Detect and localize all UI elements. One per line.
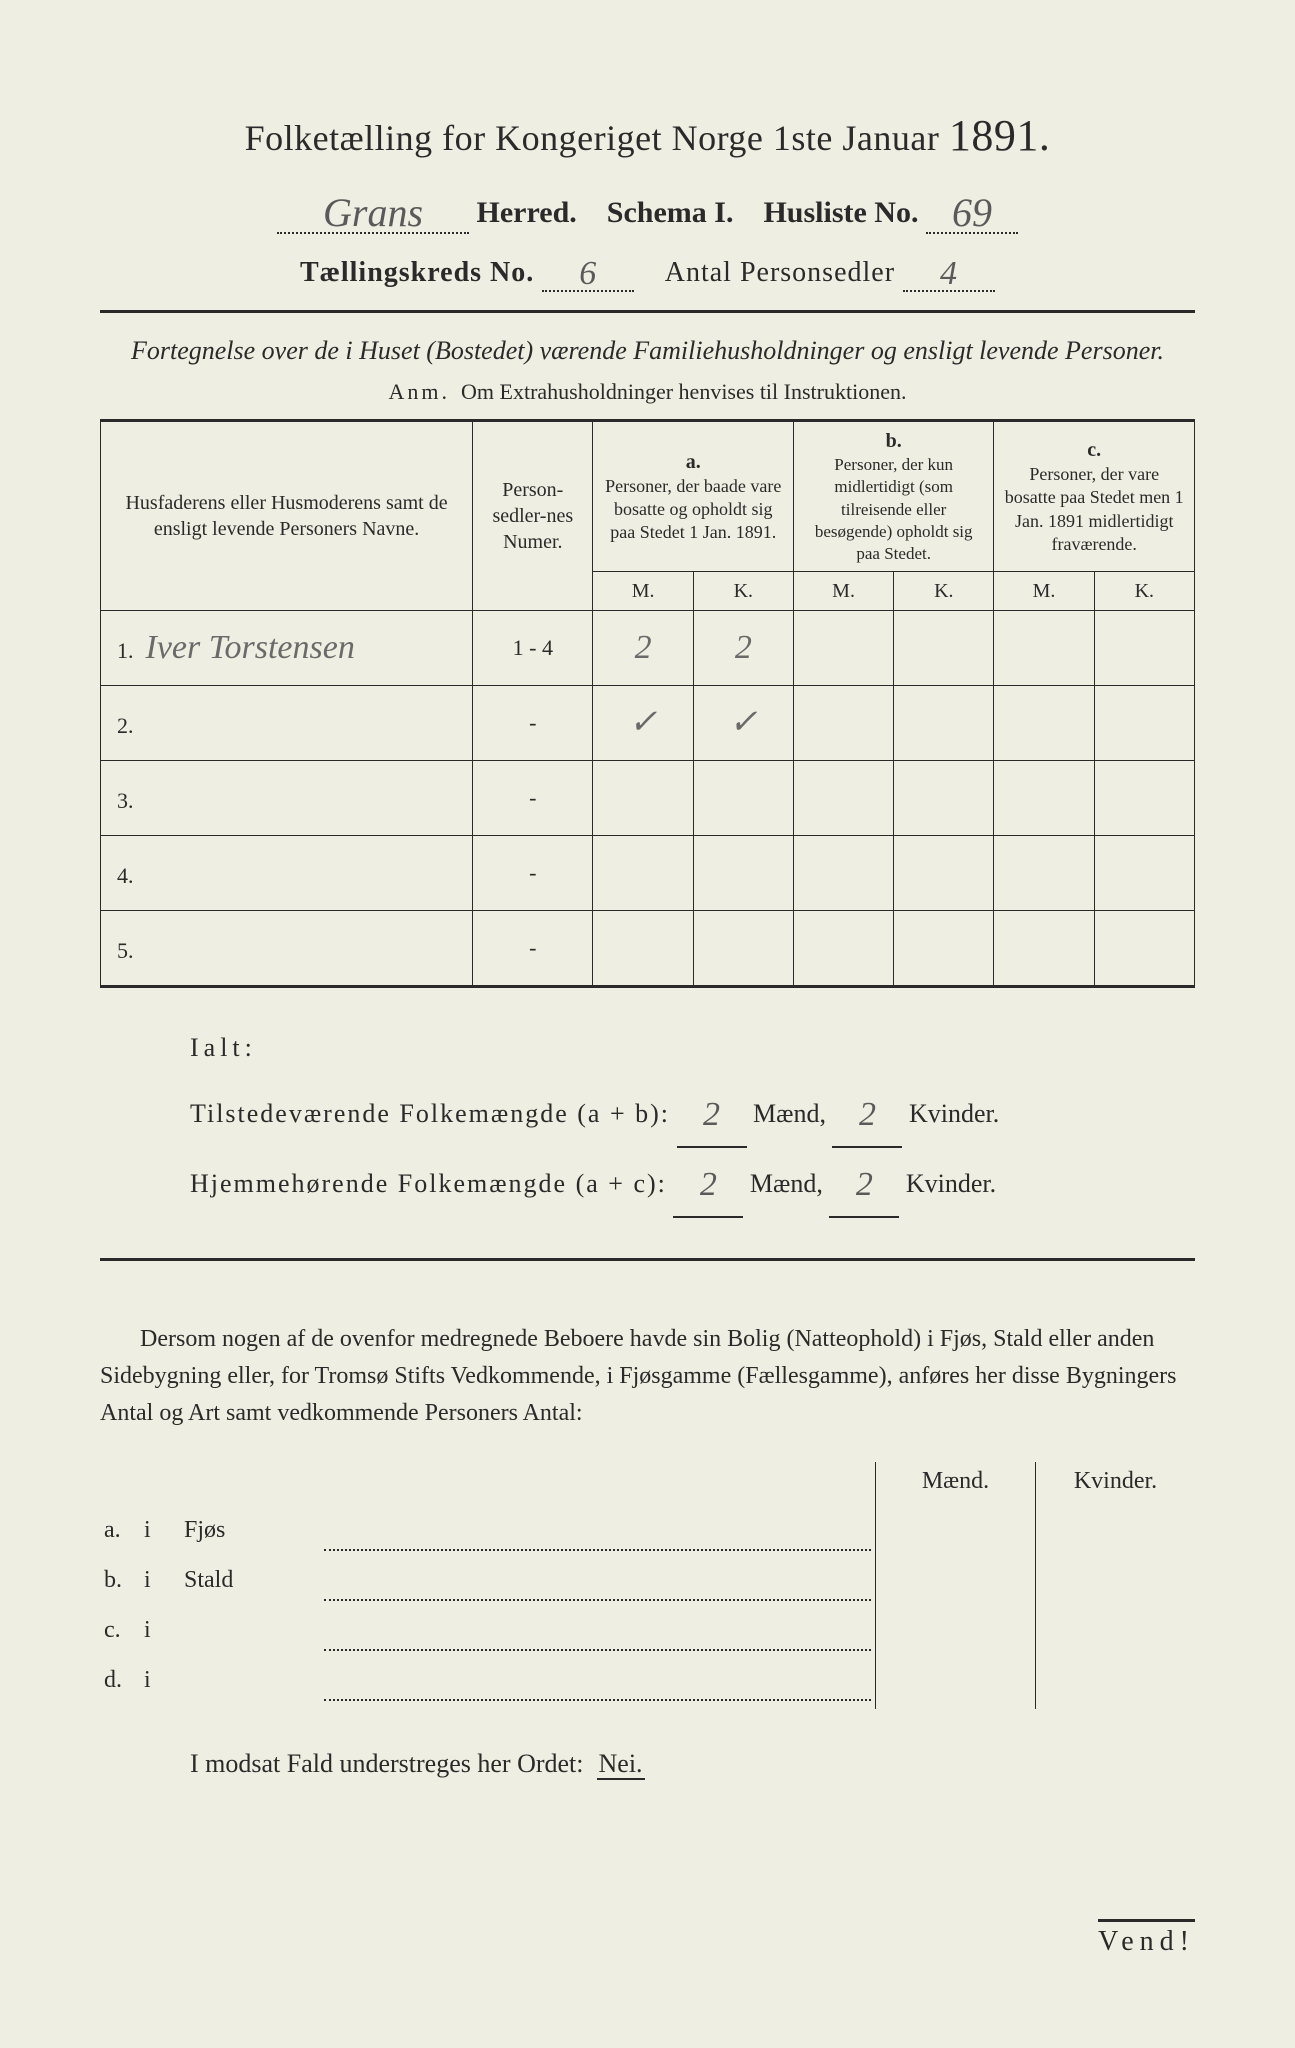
- herred-line: Grans Herred. Schema I. Husliste No. 69: [100, 185, 1195, 234]
- kreds-label: Tællingskreds No.: [300, 257, 534, 288]
- title-text: Folketælling for Kongeriget Norge 1ste J…: [245, 118, 940, 158]
- building-cell: [1035, 1659, 1195, 1709]
- vend-label: Vend!: [1098, 1919, 1195, 1958]
- building-cell: c.: [100, 1609, 140, 1659]
- buildings-table: Mænd. Kvinder. a.iFjøsb.iStaldc.id.i: [100, 1462, 1195, 1709]
- table-row: 1.Iver Torstensen1 - 422: [101, 610, 1195, 685]
- col-c: c. Personer, der vare bosatte paa Stedet…: [994, 421, 1195, 571]
- fortegnelse: Fortegnelse over de i Huset (Bostedet) v…: [100, 333, 1195, 369]
- building-cell: [875, 1559, 1035, 1609]
- herred-label: Herred.: [477, 196, 577, 229]
- col-c-k: K.: [1094, 571, 1194, 610]
- building-cell: [875, 1609, 1035, 1659]
- kreds-line: Tællingskreds No. 6 Antal Personsedler 4: [100, 252, 1195, 292]
- totals-block: Ialt: Tilstedeværende Folkemængde (a + b…: [190, 1022, 1195, 1218]
- col-a: a. Personer, der baade vare bosatte og o…: [593, 421, 793, 571]
- building-cell: [1035, 1509, 1195, 1559]
- building-cell: i: [140, 1659, 180, 1709]
- bld-hdr-m: Mænd.: [875, 1462, 1035, 1509]
- husliste-no: 69: [952, 190, 992, 235]
- building-cell: [180, 1609, 320, 1659]
- husliste-label: Husliste No.: [763, 196, 918, 229]
- col-b-m: M.: [793, 571, 893, 610]
- building-cell: b.: [100, 1559, 140, 1609]
- building-cell: [320, 1659, 875, 1709]
- title-year: 1891.: [949, 111, 1051, 160]
- col-b-k: K.: [894, 571, 994, 610]
- ialt-label: Ialt:: [190, 1022, 1195, 1074]
- antal-label: Antal Personsedler: [665, 257, 895, 288]
- building-cell: [1035, 1609, 1195, 1659]
- building-cell: i: [140, 1559, 180, 1609]
- table-row: 3.-: [101, 760, 1195, 835]
- building-cell: [875, 1509, 1035, 1559]
- building-cell: [320, 1609, 875, 1659]
- document-title: Folketælling for Kongeriget Norge 1ste J…: [100, 110, 1195, 161]
- census-table: Husfaderens eller Husmoderens samt de en…: [100, 419, 1195, 987]
- building-cell: i: [140, 1609, 180, 1659]
- building-cell: Stald: [180, 1559, 320, 1609]
- tilstede-m: 2: [703, 1096, 720, 1133]
- anm-line: Anm. Om Extrahusholdninger henvises til …: [100, 379, 1195, 405]
- col-a-m: M.: [593, 571, 693, 610]
- building-cell: Fjøs: [180, 1509, 320, 1559]
- building-cell: [875, 1659, 1035, 1709]
- anm-text: Om Extrahusholdninger henvises til Instr…: [461, 379, 906, 404]
- divider-2: [100, 1258, 1195, 1261]
- building-cell: [320, 1509, 875, 1559]
- nei-word: Nei.: [597, 1749, 645, 1780]
- building-cell: a.: [100, 1509, 140, 1559]
- building-cell: i: [140, 1509, 180, 1559]
- col-c-m: M.: [994, 571, 1094, 610]
- col-names: Husfaderens eller Husmoderens samt de en…: [101, 421, 473, 610]
- divider: [100, 310, 1195, 313]
- hjemme-m: 2: [700, 1166, 717, 1203]
- totals-line-2: Hjemmehørende Folkemængde (a + c): 2 Mæn…: [190, 1148, 1195, 1218]
- totals-line-1: Tilstedeværende Folkemængde (a + b): 2 M…: [190, 1078, 1195, 1148]
- building-cell: d.: [100, 1659, 140, 1709]
- tilstede-k: 2: [859, 1096, 876, 1133]
- hjemme-k: 2: [856, 1166, 873, 1203]
- table-row: 2.-✓✓: [101, 685, 1195, 760]
- bld-hdr-k: Kvinder.: [1035, 1462, 1195, 1509]
- building-cell: [180, 1659, 320, 1709]
- col-a-k: K.: [693, 571, 793, 610]
- modsat-line: I modsat Fald understreges her Ordet: Ne…: [190, 1749, 1195, 1779]
- col-numer: Person-sedler-nes Numer.: [473, 421, 593, 610]
- table-row: 5.-: [101, 910, 1195, 986]
- schema-label: Schema I.: [607, 196, 734, 229]
- dersom-paragraph: Dersom nogen af de ovenfor medregnede Be…: [100, 1321, 1195, 1433]
- col-b: b. Personer, der kun midlertidigt (som t…: [793, 421, 993, 571]
- table-row: 4.-: [101, 835, 1195, 910]
- antal-value: 4: [940, 255, 958, 292]
- anm-prefix: Anm.: [389, 379, 451, 404]
- kreds-no: 6: [579, 255, 597, 292]
- building-cell: [1035, 1559, 1195, 1609]
- census-form-page: Folketælling for Kongeriget Norge 1ste J…: [0, 0, 1295, 2048]
- herred-handwritten: Grans: [323, 190, 423, 235]
- building-cell: [320, 1559, 875, 1609]
